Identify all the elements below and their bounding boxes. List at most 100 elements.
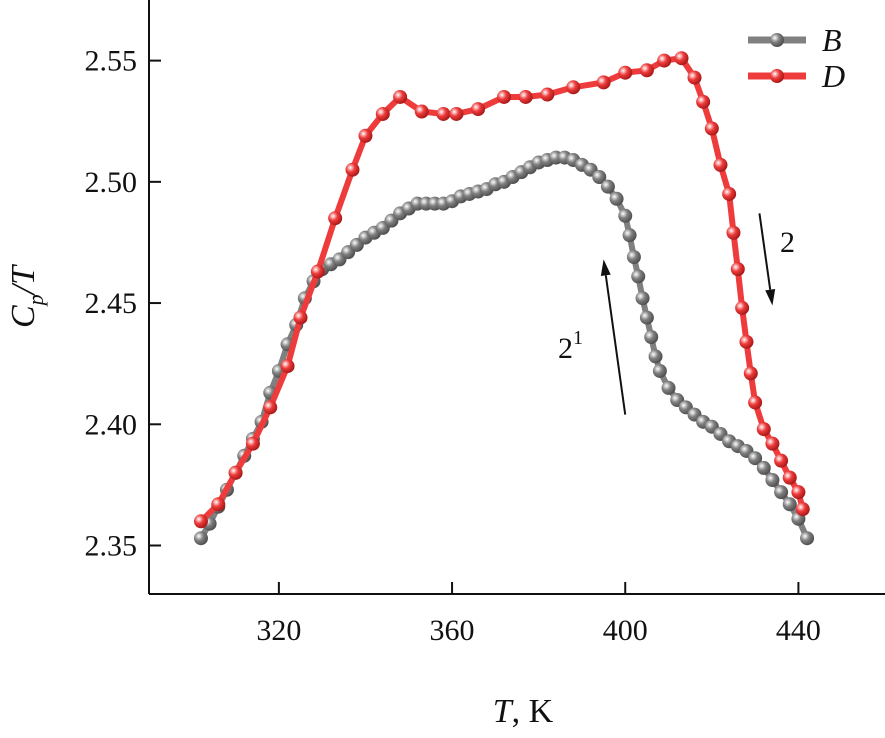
data-point-b — [756, 460, 771, 475]
y-axis-label: Cp/T — [5, 264, 48, 328]
data-point-b — [639, 310, 654, 325]
data-point-b — [661, 380, 676, 395]
data-point-d — [696, 94, 711, 109]
data-point-d — [540, 87, 555, 102]
data-point-b — [609, 191, 624, 206]
data-point-b — [626, 249, 641, 264]
data-point-d — [704, 121, 719, 136]
annotations: 21 2 — [558, 213, 795, 415]
data-point-d — [674, 51, 689, 66]
data-point-d — [280, 359, 295, 374]
data-point-b — [748, 451, 763, 466]
annotation-arrowhead-down — [765, 288, 776, 306]
x-label-var: T — [493, 693, 514, 730]
y-ticks: 2.35 2.40 2.45 2.50 2.55 — [85, 45, 161, 563]
data-point-d — [471, 102, 486, 117]
y-tick-label: 2.50 — [85, 166, 138, 199]
x-tick-label: 360 — [430, 614, 475, 647]
data-point-d — [722, 186, 737, 201]
data-point-d — [743, 366, 758, 381]
data-point-d — [774, 453, 789, 468]
data-point-d — [358, 128, 373, 143]
data-point-d — [687, 70, 702, 85]
data-point-b — [644, 330, 659, 345]
annotation-arrow-up — [604, 275, 627, 415]
annotation-arrowhead-up — [600, 259, 611, 276]
data-point-b — [635, 291, 650, 306]
annotation-cooling: 2 — [758, 213, 795, 306]
data-point-b — [618, 208, 633, 223]
annotation-heating: 21 — [558, 259, 627, 415]
annotation-label-heating-main: 2 — [558, 332, 573, 365]
y-label-sub: p — [23, 294, 48, 307]
data-point-d — [211, 497, 226, 512]
legend: B D — [748, 22, 845, 94]
series-d — [193, 51, 810, 529]
data-point-d — [449, 106, 464, 121]
data-point-d — [795, 502, 810, 517]
data-point-d — [765, 436, 780, 451]
data-point-d — [730, 262, 745, 277]
x-tick-label: 320 — [256, 614, 301, 647]
data-point-d — [726, 225, 741, 240]
legend-entry-d: D — [748, 58, 845, 94]
data-point-d — [393, 89, 408, 104]
data-point-d — [263, 400, 278, 415]
data-point-b — [648, 349, 663, 364]
data-point-d — [436, 106, 451, 121]
data-point-d — [228, 465, 243, 480]
data-point-b — [765, 473, 780, 488]
x-axis-label: T, K — [493, 693, 554, 730]
y-label-var: C — [5, 305, 42, 328]
y-tick-label: 2.35 — [85, 530, 138, 563]
annotation-arrow-down — [758, 213, 772, 290]
data-point-d — [245, 436, 260, 451]
data-point-d — [791, 485, 806, 500]
x-label-unit: , K — [512, 693, 554, 730]
annotation-label-heating-sup: 1 — [573, 327, 583, 349]
data-point-d — [566, 80, 581, 95]
data-point-b — [782, 497, 797, 512]
data-point-d — [518, 89, 533, 104]
legend-marker-b — [770, 33, 784, 47]
data-point-d — [414, 104, 429, 119]
data-point-d — [310, 264, 325, 279]
legend-marker-d — [770, 69, 784, 83]
data-point-d — [756, 422, 771, 437]
series-layer — [193, 51, 815, 546]
data-point-b — [631, 269, 646, 284]
x-tick-label: 440 — [776, 614, 821, 647]
data-point-d — [497, 89, 512, 104]
y-label-tail: /T — [5, 264, 42, 296]
data-point-d — [748, 395, 763, 410]
data-point-d — [375, 106, 390, 121]
data-point-d — [713, 157, 728, 172]
data-point-d — [639, 63, 654, 78]
x-ticks: 320 360 400 440 — [256, 582, 821, 647]
legend-label-b: B — [822, 22, 842, 58]
data-point-d — [782, 470, 797, 485]
data-point-d — [596, 75, 611, 90]
data-point-d — [618, 65, 633, 80]
data-point-d — [293, 310, 308, 325]
y-tick-label: 2.55 — [85, 45, 138, 78]
data-point-b — [774, 485, 789, 500]
x-tick-label: 400 — [603, 614, 648, 647]
data-point-b — [652, 363, 667, 378]
data-point-d — [735, 300, 750, 315]
y-tick-label: 2.45 — [85, 287, 138, 320]
legend-entry-b: B — [748, 22, 842, 58]
data-point-d — [657, 53, 672, 68]
data-point-d — [328, 211, 343, 226]
annotation-label-cooling: 2 — [780, 226, 795, 259]
data-point-b — [800, 531, 815, 546]
data-point-b — [193, 531, 208, 546]
annotation-label-heating: 21 — [558, 327, 583, 365]
data-point-b — [592, 169, 607, 184]
data-point-d — [345, 162, 360, 177]
y-tick-label: 2.40 — [85, 408, 138, 441]
data-point-d — [193, 514, 208, 529]
data-point-b — [622, 228, 637, 243]
series-b — [193, 150, 815, 546]
